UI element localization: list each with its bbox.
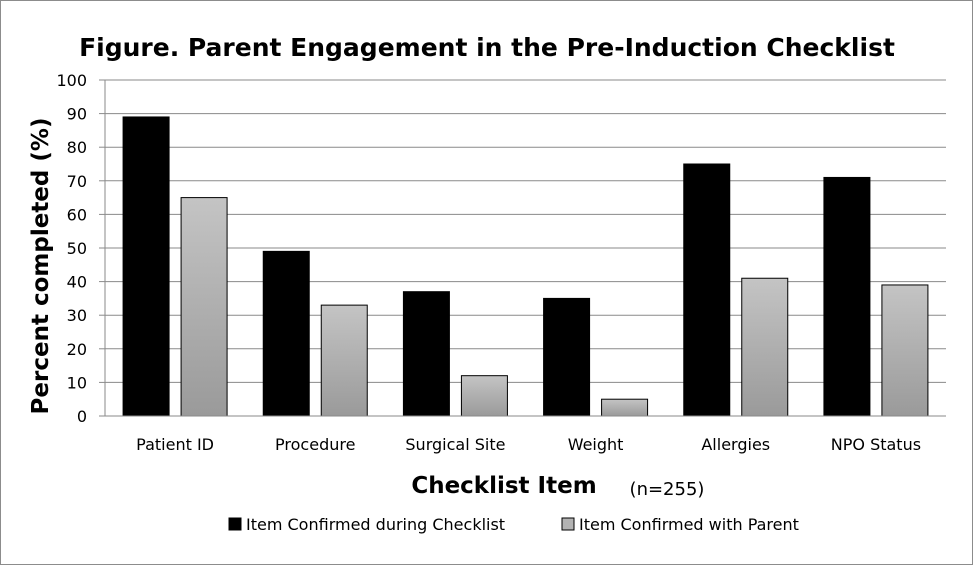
bar-parent-weight bbox=[601, 398, 649, 417]
bar-checklist-surgical-site bbox=[402, 291, 450, 417]
y-tick-label-40: 40 bbox=[67, 273, 87, 292]
y-axis-ticks: 0 10 20 30 40 50 60 70 80 90 100 bbox=[56, 71, 105, 426]
bar-parent-surgical-site bbox=[460, 375, 508, 417]
x-tick-label-weight: Weight bbox=[568, 435, 624, 454]
bar-checklist-weight bbox=[543, 297, 591, 417]
bar-checklist-allergies bbox=[683, 163, 731, 417]
bar-parent-patient-id bbox=[180, 197, 228, 417]
chart-title: Figure. Parent Engagement in the Pre-Ind… bbox=[79, 33, 895, 62]
y-tick-label-60: 60 bbox=[67, 205, 87, 224]
bar-checklist-npo-status bbox=[823, 176, 871, 417]
x-axis-ticks: Patient ID Procedure Surgical Site Weight Al… bbox=[105, 415, 946, 454]
grid-lines bbox=[104, 79, 946, 417]
y-tick-label-80: 80 bbox=[67, 138, 87, 157]
y-tick-label-100: 100 bbox=[56, 71, 87, 90]
sample-size-note: (n=255) bbox=[630, 479, 705, 500]
bar-parent-npo-status bbox=[881, 284, 929, 417]
x-axis-title: Checklist Item bbox=[411, 473, 596, 499]
y-tick-label-0: 0 bbox=[77, 407, 87, 426]
x-tick-label-surgical-site: Surgical Site bbox=[405, 435, 505, 454]
bar-parent-procedure bbox=[320, 304, 368, 417]
bars bbox=[122, 116, 929, 417]
x-tick-label-allergies: Allergies bbox=[701, 435, 770, 454]
legend-label-parent: Item Confirmed with Parent bbox=[579, 515, 799, 534]
legend-label-checklist: Item Confirmed during Checklist bbox=[246, 515, 505, 534]
legend-swatch-checklist bbox=[228, 517, 242, 531]
bar-parent-allergies bbox=[741, 277, 789, 417]
x-tick-label-procedure: Procedure bbox=[275, 435, 355, 454]
y-tick-label-50: 50 bbox=[67, 239, 87, 258]
legend: Item Confirmed during Checklist Item Con… bbox=[228, 515, 799, 534]
y-axis-title: Percent completed (%) bbox=[28, 118, 54, 415]
y-tick-label-10: 10 bbox=[67, 373, 87, 392]
bar-checklist-procedure bbox=[262, 250, 310, 417]
y-tick-label-30: 30 bbox=[67, 306, 87, 325]
x-tick-label-patient-id: Patient ID bbox=[136, 435, 214, 454]
y-tick-label-90: 90 bbox=[67, 105, 87, 124]
legend-swatch-parent bbox=[561, 517, 575, 531]
y-tick-label-20: 20 bbox=[67, 340, 87, 359]
x-tick-label-npo-status: NPO Status bbox=[831, 435, 921, 454]
bar-checklist-patient-id bbox=[122, 116, 170, 417]
y-tick-label-70: 70 bbox=[67, 172, 87, 191]
